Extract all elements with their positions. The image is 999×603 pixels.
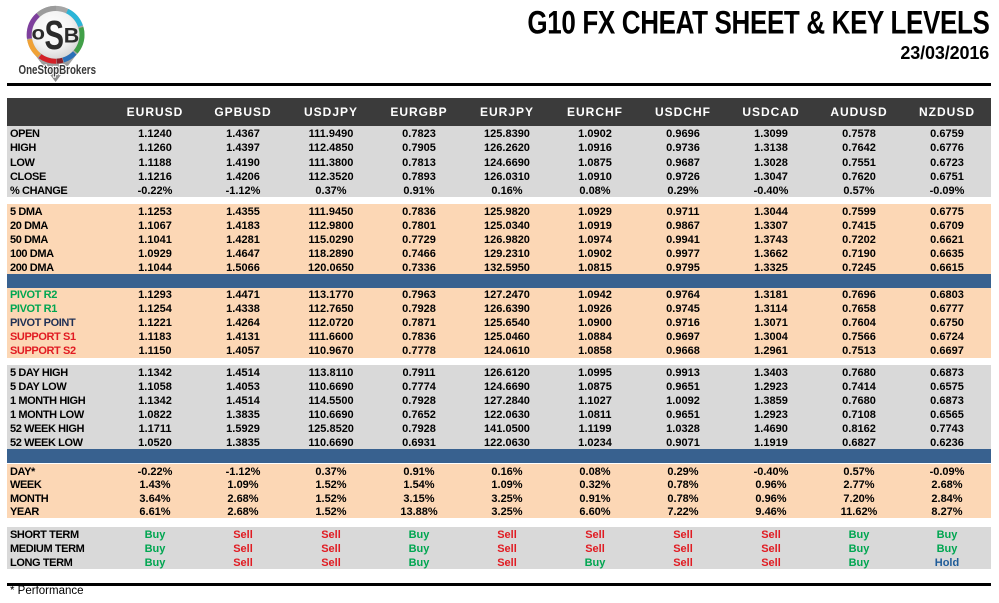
svg-text:B: B [64, 24, 80, 47]
svg-text:OneStopBrokers: OneStopBrokers [19, 63, 97, 77]
svg-text:o: o [32, 23, 46, 45]
svg-text:S: S [45, 12, 65, 58]
